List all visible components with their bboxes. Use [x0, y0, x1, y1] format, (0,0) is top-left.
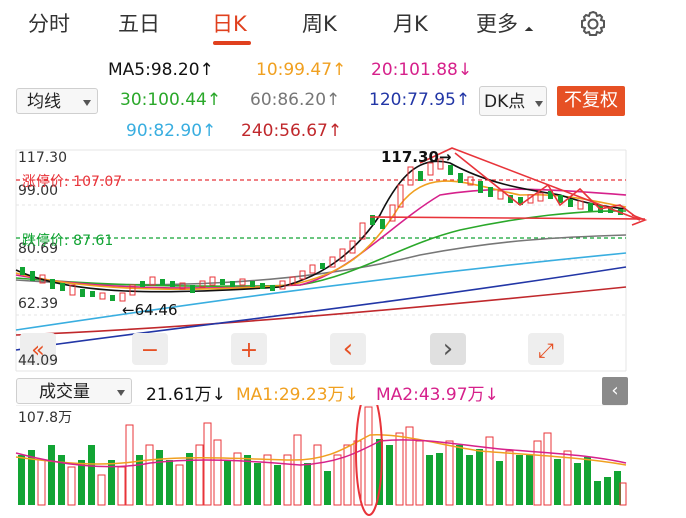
- high-price-marker: 117.30→: [381, 148, 452, 166]
- more-dropdown-icon: [524, 26, 534, 36]
- zoom-out-button: −: [132, 333, 168, 365]
- ma5-readout: MA5:98.20↑: [108, 60, 214, 80]
- tab-more[interactable]: 更多: [476, 12, 518, 36]
- candlesticks: [20, 158, 623, 302]
- volume-ma1-readout: MA1:29.23万↓: [236, 385, 359, 405]
- volume-indicator-select[interactable]: 成交量: [16, 378, 132, 404]
- tab-daily-k[interactable]: 日K: [212, 12, 247, 36]
- chart-nav-controls: « − + ‹ › ⤢: [20, 333, 564, 365]
- price-axis-max: 117.30: [18, 150, 67, 166]
- ma240-readout: 240:56.67↑: [241, 121, 343, 141]
- drawn-trend-lines: [369, 147, 648, 226]
- chevron-down-icon: [535, 101, 543, 107]
- svg-text:‹: ‹: [343, 334, 353, 364]
- highlight-circle: [355, 405, 383, 516]
- indicator-select-label: 均线: [27, 92, 61, 112]
- chevron-down-icon: [83, 100, 91, 106]
- period-tab-bar: 分时 五日 日K 周K 月K 更多: [0, 0, 686, 48]
- svg-text:+: +: [240, 338, 258, 363]
- gear-icon[interactable]: [578, 9, 608, 39]
- limit-up-label: 涨停价: 107.07: [22, 174, 123, 190]
- ma240-line: [15, 286, 627, 336]
- chevron-down-icon: [117, 390, 125, 396]
- ma20-readout: 20:101.88↓: [371, 60, 473, 80]
- ma90-readout: 90:82.90↑: [126, 121, 217, 141]
- volume-axis-max: 107.8万: [18, 410, 73, 426]
- k-line-chart[interactable]: « − + ‹ › ⤢: [0, 145, 686, 372]
- ma10-line: [15, 180, 627, 291]
- svg-text:«: «: [31, 338, 44, 363]
- svg-text:›: ›: [443, 334, 453, 364]
- active-tab-indicator: [213, 41, 251, 45]
- limit-down-label: 跌停价: 87.61: [22, 233, 114, 249]
- indicator-select[interactable]: 均线: [16, 88, 98, 114]
- tab-intraday[interactable]: 分时: [28, 12, 70, 36]
- fuquan-button[interactable]: 不复权: [557, 86, 625, 116]
- volume-ma2-readout: MA2:43.97万↓: [376, 385, 499, 405]
- volume-indicator-label: 成交量: [39, 382, 90, 402]
- price-axis-min: 44.09: [18, 353, 59, 369]
- svg-text:⤢: ⤢: [538, 338, 554, 362]
- prev-all-button: «: [20, 333, 56, 365]
- next-button: ›: [430, 333, 466, 365]
- volume-ma2-line: [15, 439, 627, 468]
- tab-weekly-k[interactable]: 周K: [302, 12, 337, 36]
- fullscreen-button: ⤢: [528, 333, 564, 365]
- tab-monthly-k[interactable]: 月K: [393, 12, 428, 36]
- zoom-in-button: +: [231, 333, 267, 365]
- volume-chart[interactable]: [0, 405, 686, 518]
- volume-readout: 21.61万↓: [146, 385, 226, 405]
- ma60-readout: 60:86.20↑: [250, 90, 341, 110]
- ma90-line: [15, 252, 627, 331]
- price-axis-l2: 99.00: [18, 183, 59, 199]
- price-axis-l3: 80.69: [18, 241, 59, 257]
- ma5-line: [15, 160, 627, 293]
- ma120-readout: 120:77.95↑: [369, 90, 471, 110]
- volume-ma1-line: [15, 434, 627, 466]
- prev-button: ‹: [330, 333, 366, 365]
- dk-point-select[interactable]: DK点: [479, 86, 547, 116]
- ma120-line: [15, 266, 627, 351]
- svg-text:−: −: [141, 338, 159, 363]
- low-price-marker: ←64.46: [122, 301, 178, 319]
- tab-five-day[interactable]: 五日: [118, 12, 160, 36]
- collapse-panel-button[interactable]: ‹: [602, 377, 628, 405]
- dk-point-select-label: DK点: [484, 92, 526, 112]
- price-axis-l4: 62.39: [18, 296, 59, 312]
- ma30-readout: 30:100.44↑: [120, 90, 222, 110]
- ma10-readout: 10:99.47↑: [256, 60, 347, 80]
